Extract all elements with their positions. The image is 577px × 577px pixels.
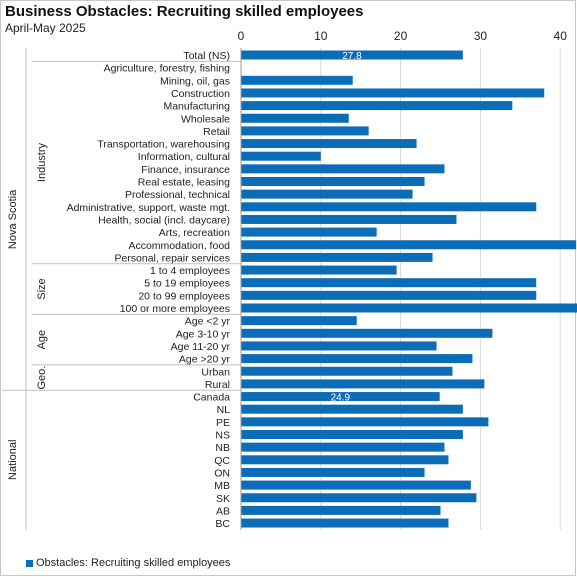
group-label: Nova Scotia xyxy=(7,189,19,249)
bar xyxy=(241,151,321,161)
bar xyxy=(241,303,577,313)
bar xyxy=(241,430,463,439)
legend-swatch xyxy=(26,559,33,567)
bar xyxy=(241,316,357,326)
category-label: Urban xyxy=(201,366,230,378)
bar xyxy=(241,379,485,389)
category-label: BC xyxy=(215,518,230,530)
category-label: 20 to 99 employees xyxy=(138,290,230,302)
subgroup-label: Age xyxy=(36,330,48,350)
category-label: NL xyxy=(217,404,231,416)
bar xyxy=(241,126,369,136)
category-label: NB xyxy=(215,442,230,454)
bar xyxy=(241,505,441,515)
bar xyxy=(241,328,493,338)
category-label: Canada xyxy=(193,392,230,404)
category-label: Arts, recreation xyxy=(159,227,230,239)
bar xyxy=(241,518,449,528)
bar xyxy=(241,214,457,224)
category-label: SK xyxy=(216,493,230,505)
category-label: Health, social (incl. daycare) xyxy=(98,214,230,226)
category-label: NS xyxy=(215,430,230,442)
category-label: QC xyxy=(214,455,230,467)
bar xyxy=(241,88,545,98)
subgroup-label: Geo. xyxy=(36,366,48,390)
x-tick-label: 10 xyxy=(314,29,328,43)
category-label: MB xyxy=(214,480,230,492)
legend: Obstacles: Recruiting skilled employees xyxy=(26,557,230,569)
category-label: 5 to 19 employees xyxy=(144,278,230,290)
category-label: Age 3-10 yr xyxy=(176,328,231,340)
bar xyxy=(241,493,477,503)
chart-title: Business Obstacles: Recruiting skilled e… xyxy=(5,3,364,20)
category-label: AB xyxy=(216,505,230,517)
category-label: Personal, repair services xyxy=(114,252,230,264)
x-tick-label: 20 xyxy=(394,29,408,43)
bar xyxy=(241,240,577,250)
bar xyxy=(241,164,445,174)
legend-label: Obstacles: Recruiting skilled employees xyxy=(36,557,231,569)
category-label: Administrative, support, waste mgt. xyxy=(67,202,230,214)
bar xyxy=(241,404,463,414)
category-label: Manufacturing xyxy=(163,101,230,113)
x-tick-label: 0 xyxy=(238,29,245,43)
bar xyxy=(241,290,537,300)
bar xyxy=(241,101,513,111)
bar xyxy=(241,227,377,237)
bar xyxy=(241,202,537,212)
bar xyxy=(241,442,445,452)
category-label: ON xyxy=(214,467,230,479)
bar xyxy=(241,189,413,199)
bar xyxy=(241,265,397,275)
category-label: Accommodation, food xyxy=(128,240,230,252)
category-label: Retail xyxy=(203,126,230,138)
bar xyxy=(241,75,353,85)
category-label: Total (NS) xyxy=(183,50,230,62)
category-label: Age >20 yr xyxy=(179,354,231,366)
category-label: Finance, insurance xyxy=(141,164,230,176)
x-tick-label: 40 xyxy=(554,29,568,43)
group-label: National xyxy=(7,440,19,480)
bar xyxy=(241,252,433,262)
category-label: Mining, oil, gas xyxy=(160,75,230,87)
category-label: Real estate, leasing xyxy=(138,177,230,189)
subgroup-label: Size xyxy=(36,278,48,299)
category-label: Information, cultural xyxy=(138,151,230,163)
category-label: Agriculture, forestry, fishing xyxy=(104,63,231,75)
bar xyxy=(241,467,425,477)
x-tick-label: 30 xyxy=(474,29,488,43)
bar xyxy=(241,50,463,60)
data-label: 27.8 xyxy=(342,51,362,62)
bar xyxy=(241,354,473,364)
category-label: Age <2 yr xyxy=(185,316,231,328)
category-label: 1 to 4 employees xyxy=(150,265,230,277)
category-label: Rural xyxy=(205,379,230,391)
category-label: Transportation, warehousing xyxy=(97,139,230,151)
category-label: Professional, technical xyxy=(125,189,230,201)
bar xyxy=(241,417,489,427)
bar xyxy=(241,278,537,288)
category-label: 100 or more employees xyxy=(120,303,230,315)
bar xyxy=(241,480,471,490)
category-label: Construction xyxy=(171,88,230,100)
bar xyxy=(241,177,425,186)
bar xyxy=(241,341,437,351)
category-label: PE xyxy=(216,417,230,429)
chart-subtitle: April-May 2025 xyxy=(5,21,86,35)
bar xyxy=(241,139,417,149)
bar xyxy=(241,392,440,402)
data-label: 24.9 xyxy=(331,393,351,404)
bar xyxy=(241,455,449,465)
bar xyxy=(241,366,453,376)
bar xyxy=(241,113,349,123)
category-label: Age 11-20 yr xyxy=(171,341,231,353)
subgroup-label: Industry xyxy=(36,142,48,182)
category-label: Wholesale xyxy=(181,113,230,125)
